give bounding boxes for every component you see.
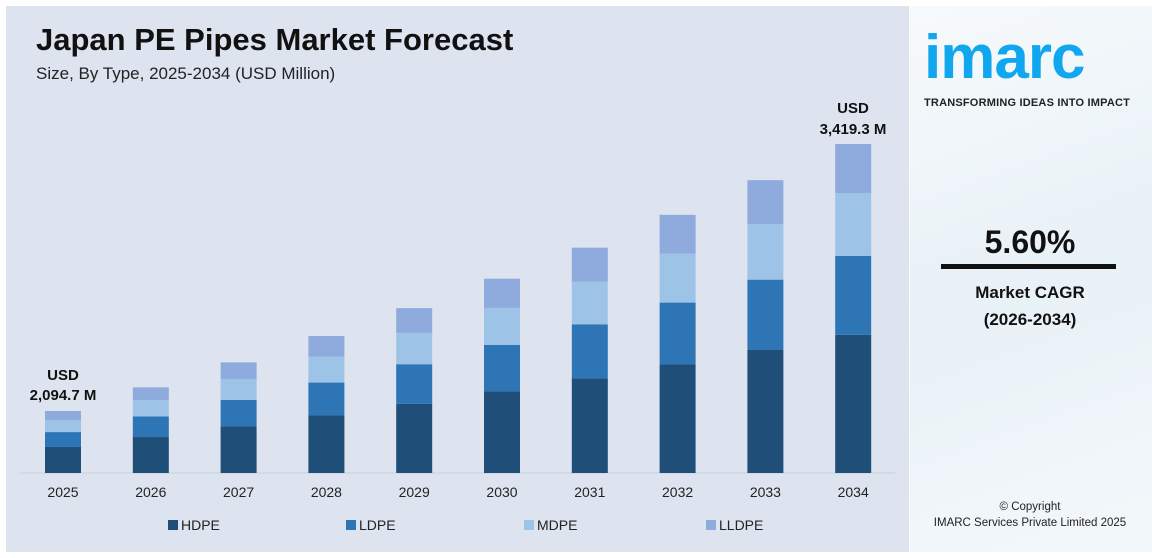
x-tick-label: 2032	[662, 484, 693, 500]
x-tick-label: 2025	[47, 484, 78, 500]
bar-hdpe-2025	[45, 446, 81, 473]
bar-lldpe-2029	[396, 308, 433, 333]
bar-ldpe-2033	[747, 279, 784, 350]
bar-hdpe-2031	[571, 378, 608, 473]
bar-hdpe-2026	[132, 437, 169, 473]
cagr-value: 5.60%	[984, 224, 1076, 260]
bar-hdpe-2030	[484, 391, 520, 473]
bar-hdpe-2028	[308, 415, 345, 473]
x-tick-label: 2031	[574, 484, 605, 500]
legend-label-mdpe: MDPE	[537, 517, 577, 533]
company-name: IMARC Services Private Limited 2025	[933, 517, 1127, 529]
tagline: TRANSFORMING IDEAS INTO IMPACT	[924, 97, 1131, 109]
side-panel: imarc TRANSFORMING IDEAS INTO IMPACT 5.6…	[910, 6, 1152, 552]
cagr-divider	[941, 264, 1116, 269]
x-tick-label: 2028	[311, 484, 342, 500]
bar-ldpe-2030	[484, 344, 520, 392]
bar-mdpe-2029	[396, 332, 433, 365]
bar-lldpe-2032	[659, 214, 696, 254]
bar-mdpe-2025	[45, 420, 81, 433]
legend-swatch-hdpe	[168, 520, 178, 530]
x-tick-label: 2030	[486, 484, 517, 500]
legend-label-hdpe: HDPE	[181, 517, 220, 533]
bar-ldpe-2034	[835, 255, 872, 335]
bar-lldpe-2034	[835, 144, 872, 194]
bar-mdpe-2027	[220, 378, 257, 400]
bar-mdpe-2033	[747, 223, 784, 280]
end-annotation-line2: 3,419.3 M	[820, 121, 887, 138]
x-tick-label: 2033	[750, 484, 781, 500]
bar-ldpe-2028	[308, 382, 345, 416]
x-tick-label: 2027	[223, 484, 254, 500]
chart-title: Japan PE Pipes Market Forecast	[36, 22, 514, 57]
cagr-label: Market CAGR	[975, 283, 1085, 302]
bar-ldpe-2027	[220, 399, 257, 427]
copyright: © Copyright	[999, 501, 1061, 513]
legend-label-ldpe: LDPE	[359, 517, 396, 533]
legend-label-lldpe: LLDPE	[719, 517, 763, 533]
bar-hdpe-2034	[835, 334, 872, 473]
bar-mdpe-2026	[132, 400, 169, 417]
start-annotation-line2: 2,094.7 M	[30, 387, 97, 404]
chart-subtitle: Size, By Type, 2025-2034 (USD Million)	[36, 64, 336, 83]
bar-mdpe-2034	[835, 193, 872, 256]
bar-lldpe-2030	[484, 278, 520, 308]
bar-mdpe-2028	[308, 356, 345, 383]
legend-swatch-lldpe	[706, 520, 716, 530]
bar-ldpe-2026	[132, 416, 169, 438]
start-annotation-line1: USD	[47, 367, 79, 384]
bar-hdpe-2032	[659, 364, 696, 473]
bar-lldpe-2025	[45, 411, 81, 421]
legend-swatch-ldpe	[346, 520, 356, 530]
bar-ldpe-2032	[659, 302, 696, 365]
bar-lldpe-2027	[220, 362, 257, 379]
bar-lldpe-2026	[132, 387, 169, 401]
bar-mdpe-2032	[659, 253, 696, 303]
bar-lldpe-2028	[308, 335, 345, 357]
x-tick-label: 2026	[135, 484, 166, 500]
cagr-period: (2026-2034)	[983, 310, 1077, 329]
end-annotation-line1: USD	[837, 100, 869, 117]
bar-ldpe-2029	[396, 364, 433, 404]
imarc-logo: imarc	[924, 23, 1085, 92]
legend-swatch-mdpe	[524, 520, 534, 530]
bar-hdpe-2033	[747, 349, 784, 473]
bar-ldpe-2031	[571, 324, 608, 379]
bar-ldpe-2025	[45, 432, 81, 447]
bar-lldpe-2031	[571, 247, 608, 282]
x-tick-label: 2029	[399, 484, 430, 500]
bar-hdpe-2027	[220, 426, 257, 473]
bar-mdpe-2030	[484, 307, 520, 345]
bar-mdpe-2031	[571, 281, 608, 325]
chart-svg: 2025 2026 2027 2028 2029 2030 2031 2032 2033 2034…	[20, 100, 895, 533]
x-tick-label: 2034	[838, 484, 869, 500]
bar-hdpe-2029	[396, 403, 433, 473]
bar-lldpe-2033	[747, 180, 784, 224]
